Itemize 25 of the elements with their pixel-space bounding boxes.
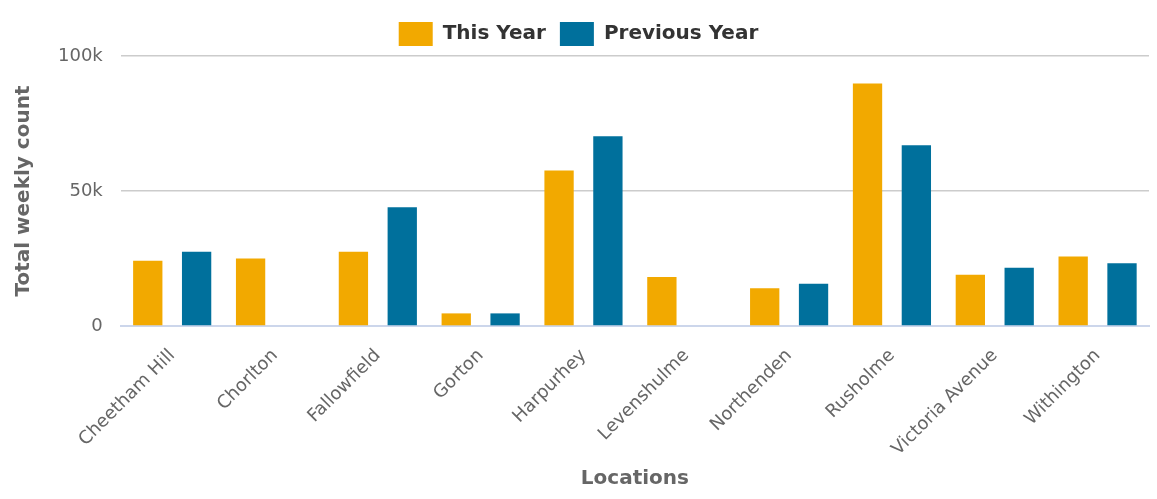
y-tick-label: 50k <box>69 178 104 200</box>
y-axis-title: Total weekly count <box>10 85 35 297</box>
bar <box>647 276 677 326</box>
bar <box>1107 263 1137 326</box>
bar <box>798 283 829 326</box>
bar <box>181 251 212 326</box>
y-tick-label: 100k <box>58 43 104 65</box>
bar <box>133 260 163 326</box>
bar <box>1058 256 1088 326</box>
bar <box>901 145 932 326</box>
bar <box>387 207 417 326</box>
bar <box>955 274 985 326</box>
bar <box>490 313 520 326</box>
bar <box>235 258 266 326</box>
y-tick-label: 0 <box>91 313 103 335</box>
bar <box>852 83 883 326</box>
legend-label: Previous Year <box>603 20 759 45</box>
legend-label: This Year <box>442 20 547 45</box>
bar <box>441 313 471 326</box>
x-axis-title: Locations <box>580 465 689 490</box>
bar <box>338 251 369 326</box>
bar <box>1004 267 1034 326</box>
bar <box>750 288 780 326</box>
bar <box>544 170 574 326</box>
bar <box>593 136 623 326</box>
